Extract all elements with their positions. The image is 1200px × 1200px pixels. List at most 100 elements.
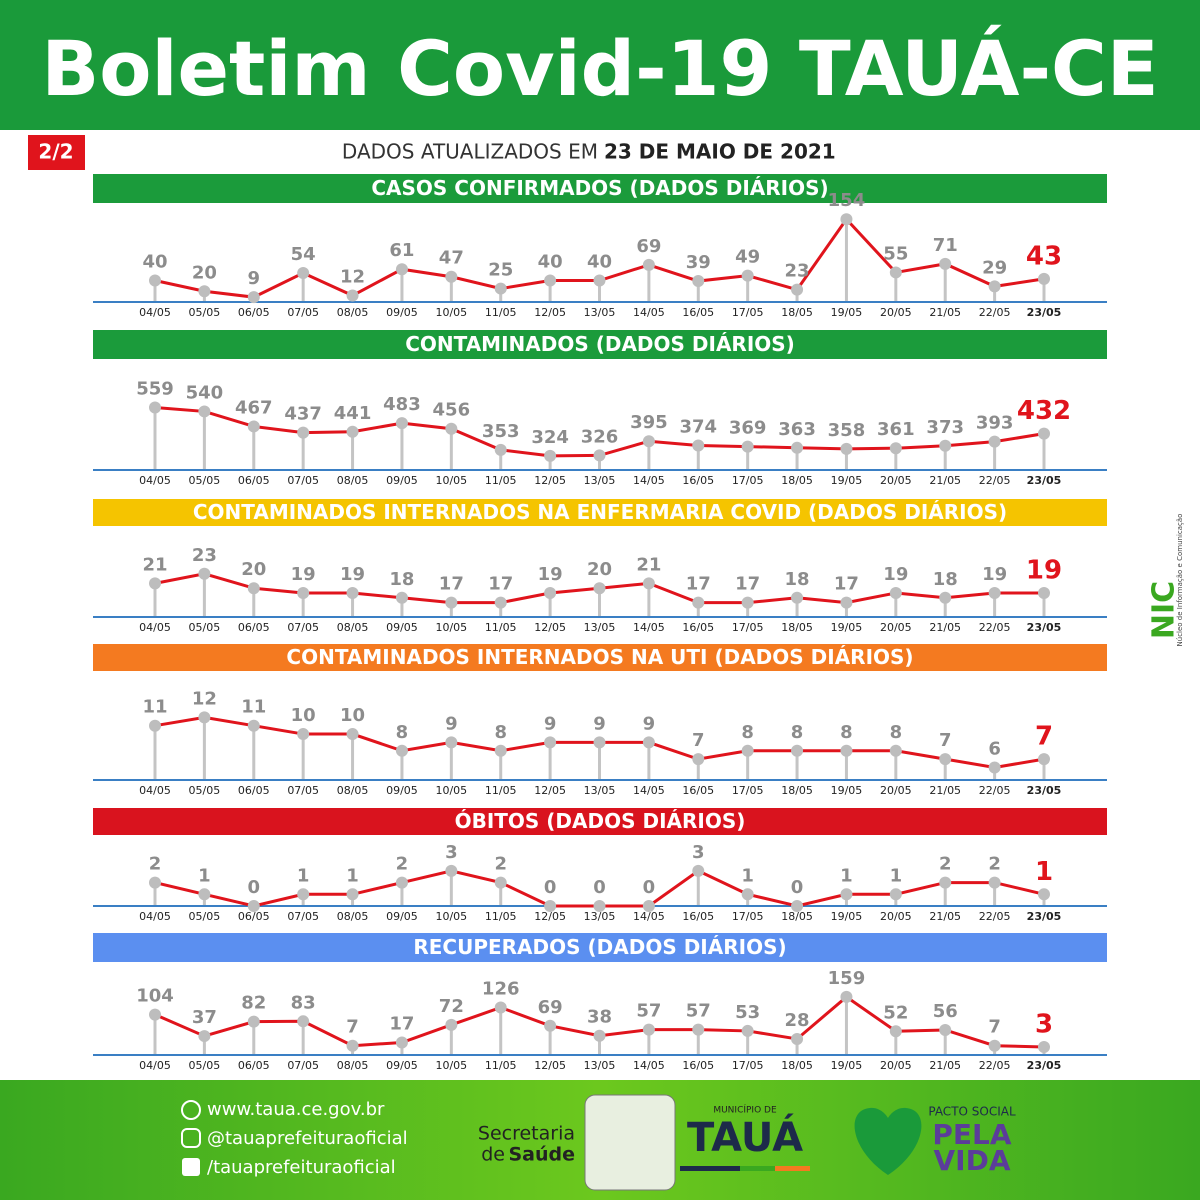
value-label: 69 [538, 997, 563, 1018]
point [346, 1039, 359, 1052]
value-label: 1 [1035, 857, 1053, 887]
point [642, 435, 655, 448]
point [840, 888, 853, 901]
point [1038, 272, 1050, 285]
value-label: 9 [248, 268, 261, 289]
x-tick-label: 22/05 [979, 784, 1011, 797]
value-label: 57 [686, 1001, 711, 1022]
value-label: 18 [389, 569, 414, 590]
side-logo-name: NIC [1147, 581, 1182, 639]
point [791, 283, 804, 296]
point [692, 275, 705, 288]
point [889, 266, 902, 279]
point [346, 587, 359, 599]
point [494, 282, 507, 295]
value-label: 1 [297, 865, 310, 886]
value-label: 17 [735, 574, 760, 595]
value-label: 11 [241, 697, 266, 718]
value-label: 540 [186, 382, 224, 403]
point [297, 728, 310, 741]
value-label: 38 [587, 1007, 612, 1028]
footer-saude-prefix: de [481, 1144, 505, 1166]
value-label: 3 [692, 842, 705, 863]
point [791, 1032, 804, 1045]
value-label: 0 [544, 877, 557, 898]
value-label: 49 [735, 247, 760, 268]
point [198, 711, 211, 724]
x-tick-label: 21/05 [929, 784, 961, 797]
value-label: 358 [828, 420, 866, 441]
x-tick-label: 13/05 [584, 910, 616, 923]
footer-pela: PELA [932, 1118, 1011, 1151]
x-tick-label: 09/05 [386, 910, 418, 923]
footer-saude: Saúde [508, 1144, 575, 1166]
value-label: 83 [291, 992, 316, 1013]
point [247, 582, 260, 595]
point [445, 736, 458, 749]
x-tick-label: 18/05 [781, 474, 813, 487]
value-label: 23 [785, 261, 810, 282]
x-tick-label: 20/05 [880, 1059, 912, 1072]
value-label: 0 [593, 877, 606, 898]
stripe [680, 1166, 740, 1171]
x-tick-label: 23/05 [1027, 474, 1062, 487]
point [198, 405, 211, 418]
footer-instagram: @tauaprefeituraoficial [207, 1128, 408, 1149]
point [988, 1039, 1001, 1052]
value-label: 9 [593, 713, 606, 734]
x-tick-label: 05/05 [189, 621, 221, 634]
x-tick-label: 04/05 [139, 621, 171, 634]
x-tick-label: 05/05 [189, 910, 221, 923]
point [544, 900, 557, 912]
value-label: 3 [1035, 1009, 1053, 1039]
x-tick-label: 04/05 [139, 910, 171, 923]
point [988, 435, 1001, 448]
value-label: 18 [933, 569, 958, 590]
point [198, 1030, 211, 1043]
point [939, 876, 952, 889]
side-logo-caption: Núcleo de Informação e Comunicação [1176, 514, 1184, 647]
value-label: 7 [939, 730, 952, 751]
x-tick-label: 12/05 [534, 784, 566, 797]
coat-of-arms [584, 1094, 676, 1191]
value-label: 17 [439, 574, 464, 595]
value-label: 3 [445, 842, 458, 863]
x-tick-label: 09/05 [386, 621, 418, 634]
value-label: 69 [636, 236, 661, 257]
point [988, 761, 1001, 774]
point [741, 269, 754, 282]
point [445, 596, 458, 609]
value-label: 154 [828, 190, 866, 211]
value-label: 374 [679, 417, 717, 438]
point [494, 596, 507, 609]
x-tick-label: 16/05 [682, 910, 714, 923]
x-tick-label: 20/05 [880, 621, 912, 634]
point [544, 736, 557, 749]
x-tick-label: 17/05 [732, 910, 764, 923]
x-tick-label: 08/05 [337, 910, 369, 923]
x-tick-label: 07/05 [287, 784, 319, 797]
value-label: 369 [729, 418, 767, 439]
x-tick-label: 14/05 [633, 306, 665, 319]
x-tick-label: 13/05 [584, 474, 616, 487]
value-label: 324 [531, 427, 569, 448]
footer-site: www.taua.ce.gov.br [207, 1099, 385, 1120]
point [642, 900, 655, 912]
value-label: 43 [1026, 241, 1062, 271]
point [297, 1015, 310, 1028]
point [149, 1008, 161, 1021]
point [593, 582, 606, 595]
x-tick-label: 20/05 [880, 910, 912, 923]
x-tick-label: 06/05 [238, 621, 270, 634]
value-label: 393 [976, 413, 1014, 434]
chart-title: CASOS CONFIRMADOS (DADOS DIÁRIOS) [371, 176, 828, 200]
chart-title: CONTAMINADOS INTERNADOS NA ENFERMARIA CO… [193, 500, 1007, 524]
x-tick-label: 06/05 [238, 306, 270, 319]
point [889, 587, 902, 599]
x-tick-label: 12/05 [534, 306, 566, 319]
point [741, 596, 754, 609]
value-label: 6 [988, 738, 1001, 759]
x-tick-label: 05/05 [189, 784, 221, 797]
point [741, 1024, 754, 1037]
value-label: 483 [383, 394, 421, 415]
